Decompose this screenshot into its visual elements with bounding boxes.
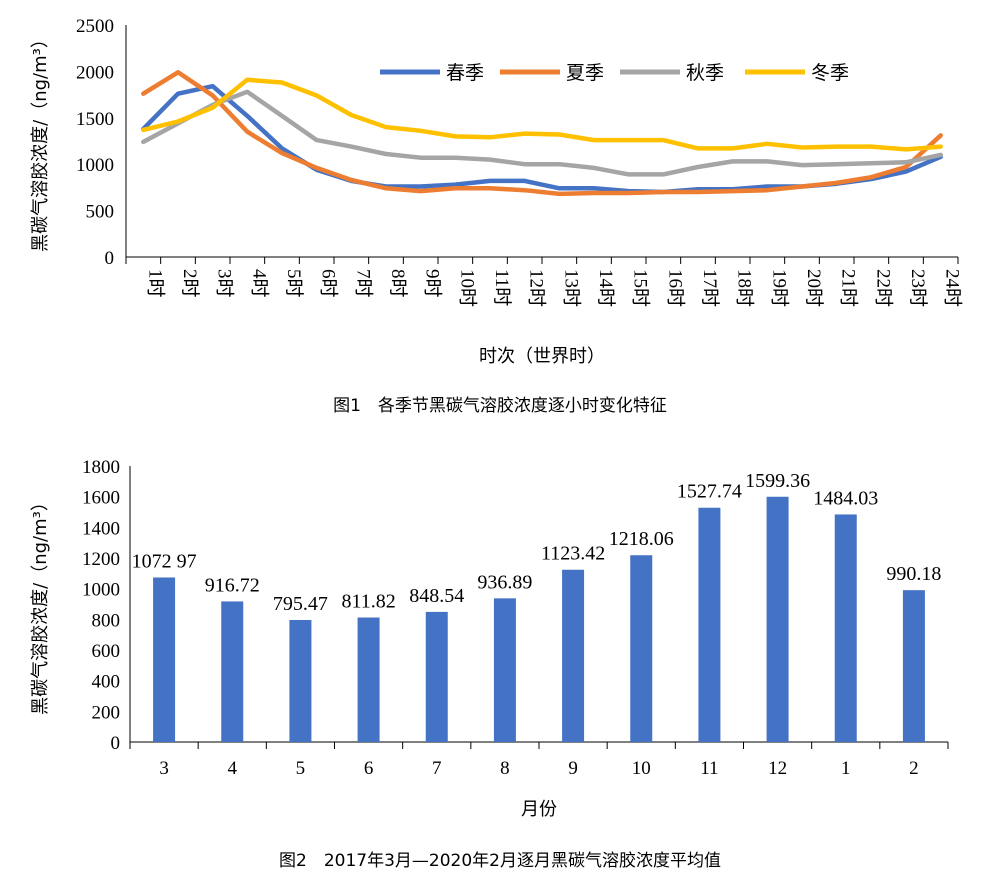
x-tick-label: 6 <box>364 758 374 779</box>
x-tick-label: 9时 <box>422 269 444 298</box>
x-tick-label: 10 <box>632 758 651 779</box>
bar <box>630 555 653 742</box>
y-tick-label: 1400 <box>82 518 120 539</box>
figure-caption: 图1 各季节黑碳气溶胶浓度逐小时变化特征 <box>333 396 667 416</box>
y-axis-title: 黑碳气溶胶浓度/（ng/m³） <box>30 30 51 252</box>
x-tick-label: 7时 <box>352 269 374 298</box>
x-tick-label: 5 <box>296 758 306 779</box>
y-tick-label: 600 <box>92 641 121 662</box>
bar <box>834 514 857 742</box>
x-tick-label: 23时 <box>907 269 929 307</box>
y-tick-label: 1600 <box>82 488 120 509</box>
x-tick-label: 12时 <box>526 269 548 307</box>
data-label: 1218.06 <box>609 528 674 550</box>
bar <box>766 496 789 742</box>
bar <box>425 611 448 742</box>
x-tick-label: 21时 <box>838 269 860 307</box>
y-tick-label: 800 <box>92 610 121 631</box>
x-axis-title: 月份 <box>521 799 557 820</box>
figure-caption: 图2 2017年3月—2020年2月逐月黑碳气溶胶浓度平均值 <box>279 851 721 871</box>
x-tick-label: 8 <box>500 758 510 779</box>
x-tick-label: 12 <box>768 758 787 779</box>
x-tick-label: 6时 <box>318 269 340 298</box>
bar <box>221 601 244 742</box>
legend-label: 秋季 <box>686 62 724 84</box>
x-tick-label: 19时 <box>768 269 790 307</box>
x-tick-label: 11时 <box>491 269 513 306</box>
series-line-4 <box>141 77 943 152</box>
legend-label: 春季 <box>446 62 484 84</box>
series-line-3 <box>141 89 943 177</box>
data-label: 1072 97 <box>132 550 197 572</box>
data-label: 990.18 <box>886 563 941 585</box>
x-tick-label: 5时 <box>283 269 305 298</box>
x-tick-label: 13时 <box>560 269 582 307</box>
x-tick-label: 8时 <box>387 269 409 298</box>
data-label: 1527.74 <box>677 481 742 503</box>
x-tick-label: 14时 <box>595 269 617 307</box>
y-tick-label: 1200 <box>82 549 120 570</box>
data-label: 811.82 <box>341 591 395 613</box>
series-line-2 <box>141 70 943 197</box>
x-tick-label: 7 <box>432 758 442 779</box>
y-tick-label: 2500 <box>76 16 114 37</box>
y-tick-label: 0 <box>105 248 115 269</box>
bar <box>902 590 925 742</box>
x-tick-label: 2 <box>909 758 919 779</box>
y-tick-label: 1500 <box>76 109 114 130</box>
data-label: 848.54 <box>409 585 464 607</box>
data-label: 795.47 <box>273 593 328 615</box>
y-tick-label: 0 <box>111 733 121 754</box>
x-tick-label: 4 <box>228 758 238 779</box>
data-label: 1484.03 <box>813 487 878 509</box>
x-tick-label: 22时 <box>872 269 894 307</box>
x-tick-label: 11 <box>700 758 718 779</box>
y-tick-label: 1000 <box>82 580 120 601</box>
x-tick-label: 1 <box>841 758 851 779</box>
y-tick-label: 1000 <box>76 155 114 176</box>
bar <box>153 577 176 742</box>
x-tick-label: 4时 <box>248 269 270 298</box>
y-tick-label: 1800 <box>82 457 120 478</box>
data-label: 916.72 <box>205 574 260 596</box>
x-tick-label: 9 <box>568 758 578 779</box>
y-tick-label: 200 <box>92 702 121 723</box>
y-tick-label: 400 <box>92 672 121 693</box>
x-tick-label: 10时 <box>456 269 478 307</box>
bar <box>562 569 585 742</box>
bar <box>493 598 516 742</box>
legend-label: 夏季 <box>566 62 604 84</box>
x-tick-label: 16时 <box>664 269 686 307</box>
data-label: 1123.42 <box>541 543 605 565</box>
hourly-line-chart: 0 500 1000 1500 2000 2500 1时 2时 3时 4时 5时 6时 7时 8时 9时 10… <box>30 16 964 416</box>
x-tick-label: 18时 <box>734 269 756 307</box>
x-tick-label: 3时 <box>214 269 236 298</box>
x-tick-label: 20时 <box>803 269 825 307</box>
bar <box>289 620 312 742</box>
y-tick-label: 2000 <box>76 62 114 83</box>
bar <box>698 507 721 742</box>
bar <box>357 617 380 742</box>
y-tick-label: 500 <box>86 202 115 223</box>
x-tick-label: 15时 <box>630 269 652 307</box>
x-axis-title: 时次（世界时） <box>479 346 605 367</box>
data-label: 1599.36 <box>745 470 810 492</box>
x-tick-label: 3 <box>159 758 169 779</box>
x-tick-label: 24时 <box>942 269 964 307</box>
x-tick-label: 1时 <box>144 269 166 298</box>
legend-label: 冬季 <box>811 62 849 84</box>
y-axis-title: 黑碳气溶胶浓度/（ng/m³） <box>30 493 51 715</box>
data-label: 936.89 <box>477 571 532 593</box>
x-tick-label: 17时 <box>699 269 721 307</box>
x-tick-label: 2时 <box>179 269 201 298</box>
